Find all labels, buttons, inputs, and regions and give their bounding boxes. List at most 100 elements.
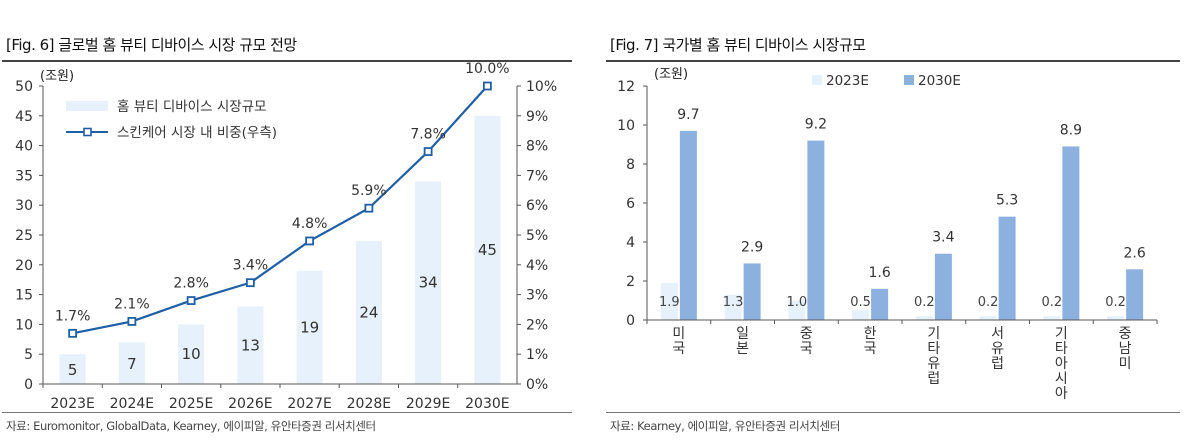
fig6-line-label: 4.8% xyxy=(292,216,328,232)
fig7-bar-2023e xyxy=(979,316,997,320)
fig7-chart: (조원)1.99.7미국1.32.9일본1.09.2중국0.51.6한국0.23… xyxy=(617,67,1158,402)
fig6-y-tick-label-left: 50 xyxy=(15,79,33,95)
fig6-bar xyxy=(474,115,501,385)
fig7-bar-label-2023e: 0.2 xyxy=(914,295,935,310)
fig7-x-tick-label-char: 아 xyxy=(1055,386,1068,402)
fig6-line-marker xyxy=(305,236,315,246)
fig6-bar-label: 5 xyxy=(68,361,78,379)
fig7-x-tick-label-char: 타 xyxy=(927,341,940,357)
fig6-y-tick-label-left: 20 xyxy=(15,258,33,274)
fig6-x-tick-label: 2024E xyxy=(110,396,154,412)
fig7-bar-2023e xyxy=(852,310,870,320)
fig6-y-tick-label-left: 45 xyxy=(15,109,33,125)
fig7-bar-2023e xyxy=(724,294,742,320)
fig6-bar xyxy=(118,342,145,384)
fig7-x-tick-label-char: 서 xyxy=(991,326,1004,342)
fig6-y-tick-label-left: 40 xyxy=(15,139,33,155)
fig7-bar-label-2023e: 1.9 xyxy=(659,295,680,310)
fig6-y-tick-label-left: 25 xyxy=(15,228,33,244)
fig6-source: 자료: Euromonitor, GlobalData, Kearney, 에이… xyxy=(6,419,376,433)
fig6-bar-label: 45 xyxy=(478,241,497,259)
fig6-bar xyxy=(237,306,264,384)
fig6-y-tick-label-left: 30 xyxy=(15,198,33,214)
fig7-x-tick-label-char: 국 xyxy=(672,341,685,357)
fig7-x-tick-label-char: 시 xyxy=(1055,371,1068,387)
fig7-bar-label-2023e: 1.3 xyxy=(723,295,744,310)
fig6-y-tick-label-left: 5 xyxy=(24,347,33,363)
fig6-line-marker xyxy=(186,296,196,305)
fig7-y-tick-label: 10 xyxy=(617,118,635,134)
fig7-bar-2030e xyxy=(934,253,952,320)
fig6-x-tick-label: 2030E xyxy=(465,396,509,412)
fig7-x-tick-label-char: 한 xyxy=(864,326,877,342)
fig7-x-tick-label-char: 국 xyxy=(864,341,877,357)
fig7-y-tick-label: 4 xyxy=(626,235,635,251)
fig6-x-tick-label: 2029E xyxy=(406,396,450,412)
fig7-bar-2030e xyxy=(679,130,697,320)
fig6-y-tick-label-right: 4% xyxy=(526,258,548,274)
fig6-bar-label: 34 xyxy=(419,274,438,292)
fig6-title: [Fig. 6] 글로벌 홈 뷰티 디바이스 시장 규모 전망 xyxy=(6,36,297,54)
fig7-source: 자료: Kearney, 에이피알, 유안타증권 리서치센터 xyxy=(610,419,840,433)
fig6-y-tick-label-right: 0% xyxy=(526,377,548,393)
fig7-x-tick-label-char: 기 xyxy=(927,326,940,342)
fig7-legend-2023e-label: 2023E xyxy=(826,73,869,89)
fig7-x-tick-label-char: 유 xyxy=(927,356,940,372)
fig7-x-tick-label-char: 중 xyxy=(1119,326,1132,342)
fig7-bar-2023e xyxy=(1107,316,1125,320)
fig7-legend-2023e-swatch xyxy=(812,75,822,85)
fig7-panel: [Fig. 7] 국가별 홈 뷰티 디바이스 시장규모 (조원) 1.9 9.7 미 국… xyxy=(604,0,1188,443)
fig7-bar-label-2030e: 2.6 xyxy=(1123,245,1145,261)
fig6-x-tick-label: 2028E xyxy=(347,396,391,412)
fig6-line-series xyxy=(72,85,489,335)
fig7-top-rule xyxy=(606,60,1180,62)
fig6-y-tick-label-right: 8% xyxy=(526,139,548,155)
fig7-bar-label-2030e: 9.2 xyxy=(805,117,827,133)
fig6-x-tick-label: 2026E xyxy=(228,396,272,412)
fig6-bar xyxy=(296,270,323,384)
fig7-y-unit: (조원) xyxy=(654,67,688,82)
fig6-chart: (조원) 5 7 10 13 19 24 34 45 0 5 10 15 20 25 30 35 40 45 50 0%… xyxy=(15,61,557,412)
fig6-y-tick-label-right: 9% xyxy=(526,109,548,125)
fig7-x-tick-label-char: 아 xyxy=(1055,356,1068,372)
fig7-y-tick-label: 12 xyxy=(617,79,635,95)
fig6-line-marker xyxy=(68,328,78,338)
fig7-bar-label-2023e: 0.2 xyxy=(1105,295,1126,310)
fig6-y-tick-label-left: 35 xyxy=(15,168,33,184)
fig6-y-tick-label-right: 5% xyxy=(526,228,548,244)
fig7-y-tick-label: 2 xyxy=(626,274,635,290)
fig7-bar-2030e xyxy=(871,288,889,320)
fig7-bar-label-2023e: 0.2 xyxy=(1042,295,1063,310)
fig7-bar-label-2030e: 5.3 xyxy=(996,193,1018,209)
fig7-x-tick-label-char: 럽 xyxy=(991,356,1004,372)
fig7-bar-2023e xyxy=(1043,316,1061,320)
fig6-y-tick-label-right: 3% xyxy=(526,288,548,304)
fig6-y-tick-label-left: 15 xyxy=(15,288,33,304)
fig6-line-marker xyxy=(245,278,255,288)
fig6-x-tick-label: 2027E xyxy=(287,396,331,412)
fig7-bar-2023e xyxy=(660,282,678,320)
fig7-legend-2030e-label: 2030E xyxy=(918,73,961,89)
fig7-bar-2030e xyxy=(1062,146,1080,320)
fig7-x-tick-label-char: 미 xyxy=(672,326,685,342)
fig6-bar-label: 13 xyxy=(241,336,260,354)
fig6-bar xyxy=(178,324,205,384)
fig7-y-tick-label: 0 xyxy=(626,313,635,329)
fig6-line-label: 7.8% xyxy=(410,127,446,143)
fig7-x-tick-label-char: 일 xyxy=(736,326,749,342)
fig6-y-tick-label-right: 6% xyxy=(526,198,548,214)
fig6-x-tick-label: 2023E xyxy=(50,396,94,412)
fig7-bottom-rule xyxy=(606,412,1180,413)
fig7-bar-label-2023e: 0.2 xyxy=(978,295,999,310)
fig7-bar-label-2030e: 9.7 xyxy=(677,107,699,123)
fig6-panel: [Fig. 6] 글로벌 홈 뷰티 디바이스 시장 규모 전망 (조원) 5 7 10… xyxy=(0,0,580,443)
fig7-bar-label-2030e: 3.4 xyxy=(932,230,954,246)
fig6-bar xyxy=(59,354,86,384)
fig6-y-tick-label-right: 1% xyxy=(526,347,548,363)
fig6-line-label: 2.8% xyxy=(173,276,209,292)
fig6-bar-label: 10 xyxy=(182,345,201,363)
fig6-legend-line-marker xyxy=(83,127,92,137)
fig7-x-tick-label-char: 남 xyxy=(1119,341,1132,357)
fig7-x-tick-label-char: 국 xyxy=(800,341,813,357)
fig6-line-label: 2.1% xyxy=(114,296,150,312)
